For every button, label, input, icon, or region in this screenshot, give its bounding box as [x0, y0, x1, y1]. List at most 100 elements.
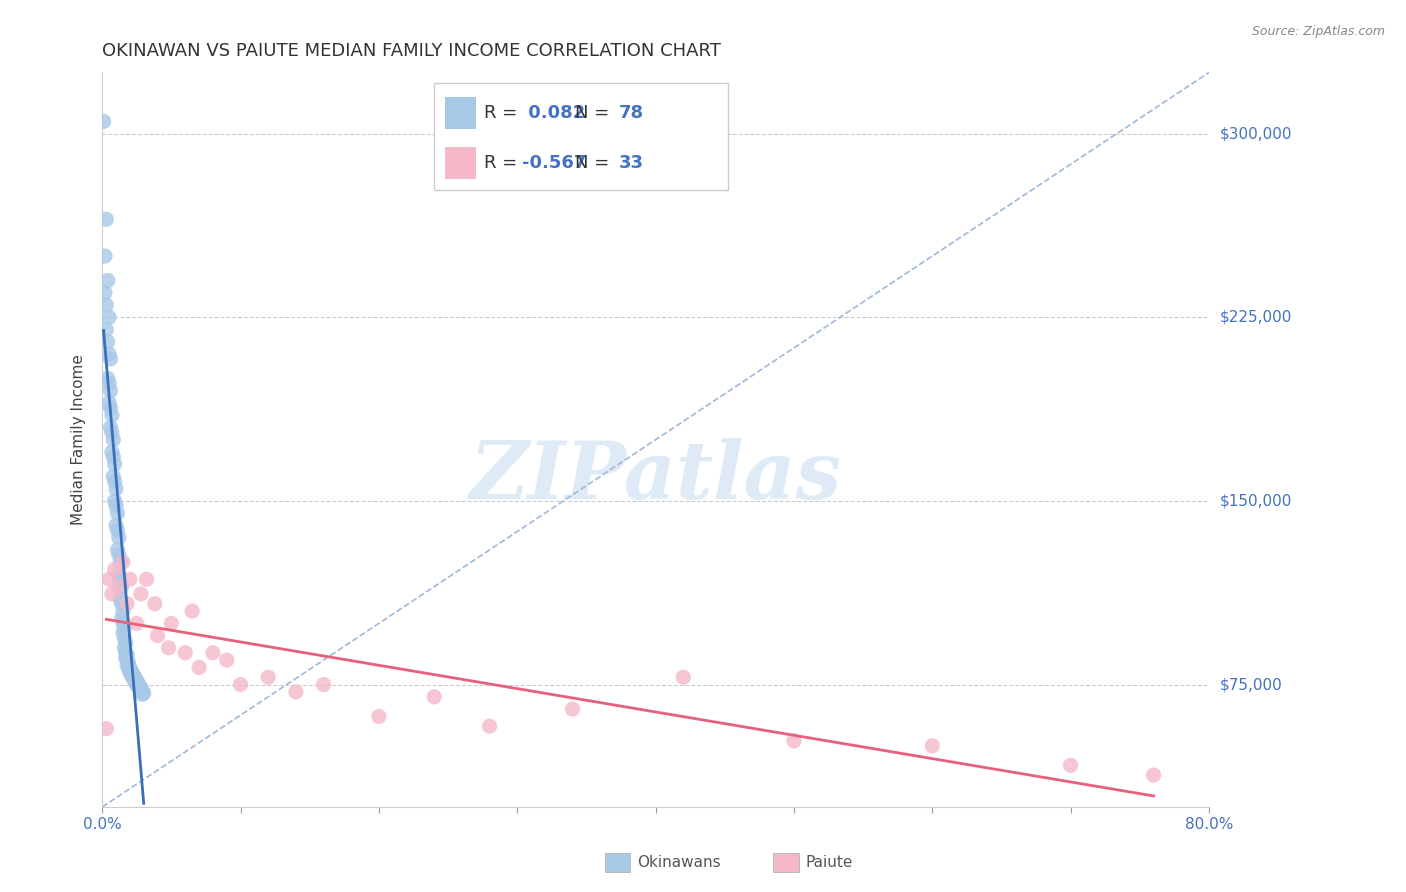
Point [146, 629, 169, 643]
Point [672, 670, 695, 684]
Point [115, 657, 138, 672]
Point [112, 621, 135, 635]
Point [125, 673, 148, 688]
Bar [773, 853, 799, 872]
Point [129, 681, 152, 696]
Point [115, 597, 138, 611]
Text: R =: R = [484, 154, 523, 172]
Point [100, 384, 122, 398]
Point [96, 298, 118, 312]
Point [117, 662, 139, 676]
Point [115, 648, 138, 663]
Point [97, 274, 120, 288]
Text: -0.567: -0.567 [522, 154, 586, 172]
Point [104, 457, 127, 471]
Point [98, 347, 121, 361]
Text: N =: N = [575, 104, 614, 122]
Point [478, 719, 501, 733]
Text: $150,000: $150,000 [1220, 493, 1292, 508]
Point [103, 450, 125, 464]
Point [108, 531, 131, 545]
Point [188, 660, 211, 674]
Point [97, 371, 120, 385]
Text: Source: ZipAtlas.com: Source: ZipAtlas.com [1251, 25, 1385, 38]
Text: Paiute: Paiute [806, 855, 853, 870]
Point [125, 616, 148, 631]
Text: OKINAWAN VS PAIUTE MEDIAN FAMILY INCOME CORRELATION CHART: OKINAWAN VS PAIUTE MEDIAN FAMILY INCOME … [103, 42, 721, 60]
Point [96, 212, 118, 227]
Text: 0.082: 0.082 [522, 104, 585, 122]
Point [112, 631, 135, 645]
Point [132, 686, 155, 700]
Point [118, 572, 141, 586]
Point [127, 680, 149, 694]
Point [115, 653, 138, 667]
Text: ZIPatlas: ZIPatlas [470, 438, 842, 516]
Point [118, 663, 141, 677]
Point [104, 475, 127, 489]
Point [114, 650, 136, 665]
Point [112, 640, 135, 655]
Point [561, 702, 583, 716]
Point [108, 572, 131, 586]
Point [783, 734, 806, 748]
Point [94, 249, 117, 263]
Point [135, 572, 157, 586]
Point [125, 677, 148, 691]
Point [110, 580, 132, 594]
Text: N =: N = [575, 154, 614, 172]
Point [111, 604, 134, 618]
Point [103, 433, 125, 447]
Point [98, 572, 121, 586]
Point [229, 677, 252, 691]
Point [100, 351, 122, 366]
Bar [605, 853, 630, 872]
Point [111, 616, 134, 631]
Point [157, 640, 180, 655]
Point [114, 646, 136, 660]
Point [201, 646, 224, 660]
Point [97, 334, 120, 349]
Point [118, 660, 141, 674]
Point [121, 670, 143, 684]
Point [128, 682, 150, 697]
Point [312, 677, 335, 691]
Text: 78: 78 [619, 104, 644, 122]
Point [122, 673, 145, 687]
Point [101, 445, 124, 459]
Point [107, 542, 129, 557]
Point [96, 722, 118, 736]
Y-axis label: Median Family Income: Median Family Income [72, 354, 86, 525]
Point [131, 683, 153, 698]
Point [124, 672, 146, 686]
Point [1143, 768, 1166, 782]
Point [98, 376, 121, 391]
Point [101, 425, 124, 440]
Point [124, 675, 146, 690]
Point [121, 666, 143, 681]
Point [117, 659, 139, 673]
Point [98, 310, 121, 325]
Point [110, 597, 132, 611]
Text: $75,000: $75,000 [1220, 677, 1282, 692]
Text: Okinawans: Okinawans [637, 855, 720, 870]
Point [105, 482, 128, 496]
Point [143, 597, 166, 611]
Point [174, 646, 197, 660]
Point [110, 611, 132, 625]
Text: $300,000: $300,000 [1220, 126, 1292, 141]
Point [104, 494, 127, 508]
Point [98, 396, 121, 410]
Point [101, 587, 124, 601]
Text: 33: 33 [619, 154, 644, 172]
Point [120, 664, 142, 678]
FancyBboxPatch shape [446, 147, 477, 179]
Point [120, 667, 142, 681]
Point [122, 669, 145, 683]
Point [101, 408, 124, 422]
Point [367, 709, 389, 723]
Point [111, 626, 134, 640]
Point [129, 685, 152, 699]
Point [96, 322, 118, 336]
Point [100, 420, 122, 434]
